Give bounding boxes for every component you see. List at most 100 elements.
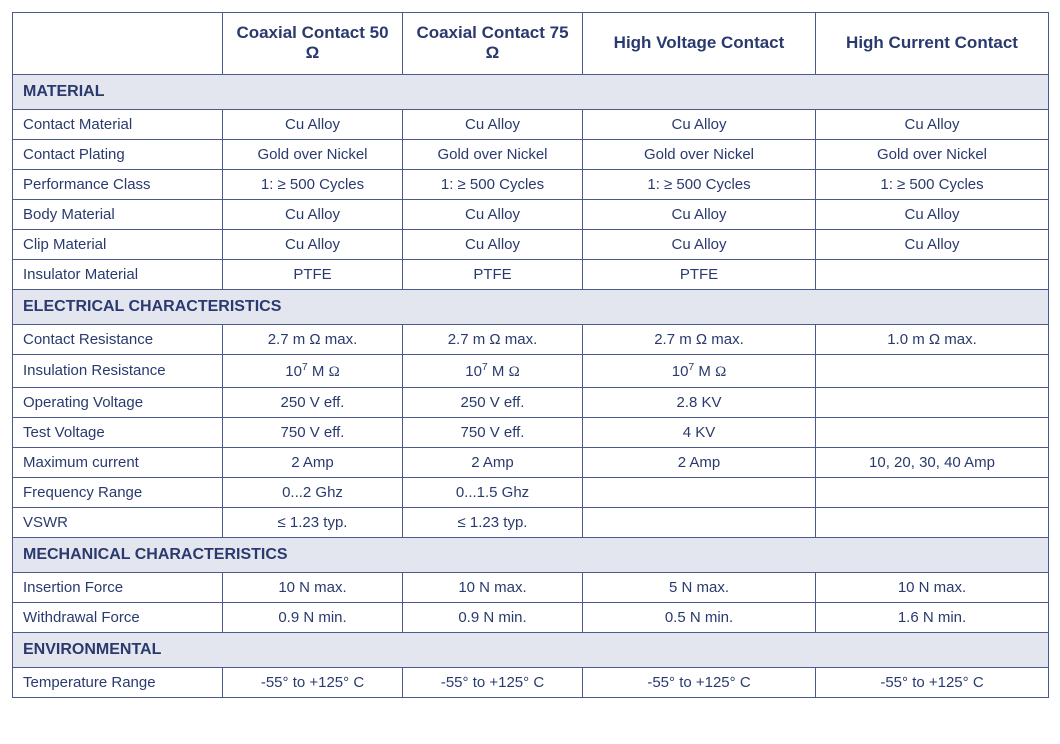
section-header: MATERIAL [13,74,1049,109]
cell-c4 [816,417,1049,447]
header-row: Coaxial Contact 50 Ω Coaxial Contact 75 … [13,13,1049,75]
table-row: Operating Voltage250 V eff.250 V eff.2.8… [13,387,1049,417]
row-label: Performance Class [13,169,223,199]
row-label: Contact Resistance [13,324,223,354]
section-title: ENVIRONMENTAL [13,632,1049,667]
table-row: Contact MaterialCu AlloyCu AlloyCu Alloy… [13,109,1049,139]
cell-c2: Cu Alloy [403,199,583,229]
cell-c4 [816,354,1049,387]
row-label: Contact Plating [13,139,223,169]
cell-c4 [816,507,1049,537]
table-row: Insulation Resistance107 M Ω107 M Ω107 M… [13,354,1049,387]
cell-c2: 250 V eff. [403,387,583,417]
row-label: Insertion Force [13,572,223,602]
cell-c2: 107 M Ω [403,354,583,387]
table-row: Contact Resistance2.7 m Ω max.2.7 m Ω ma… [13,324,1049,354]
cell-c2: 1: ≥ 500 Cycles [403,169,583,199]
cell-c1: 10 N max. [223,572,403,602]
header-blank [13,13,223,75]
cell-c3 [583,477,816,507]
cell-c1: 750 V eff. [223,417,403,447]
cell-c4 [816,387,1049,417]
table-row: Maximum current2 Amp2 Amp2 Amp10, 20, 30… [13,447,1049,477]
cell-c3: Cu Alloy [583,199,816,229]
cell-c1: 0.9 N min. [223,602,403,632]
row-label: Frequency Range [13,477,223,507]
cell-c3: PTFE [583,259,816,289]
cell-c2: ≤ 1.23 typ. [403,507,583,537]
cell-c2: PTFE [403,259,583,289]
cell-c4: 1.6 N min. [816,602,1049,632]
table-row: Body MaterialCu AlloyCu AlloyCu AlloyCu … [13,199,1049,229]
cell-c3: 0.5 N min. [583,602,816,632]
row-label: Maximum current [13,447,223,477]
row-label: Operating Voltage [13,387,223,417]
cell-c4 [816,477,1049,507]
cell-c1: 107 M Ω [223,354,403,387]
section-header: ELECTRICAL CHARACTERISTICS [13,289,1049,324]
row-label: Withdrawal Force [13,602,223,632]
row-label: Body Material [13,199,223,229]
section-header: ENVIRONMENTAL [13,632,1049,667]
cell-c4: Cu Alloy [816,109,1049,139]
cell-c3: 5 N max. [583,572,816,602]
cell-c3: 1: ≥ 500 Cycles [583,169,816,199]
cell-c1: Cu Alloy [223,109,403,139]
row-label: Temperature Range [13,667,223,697]
cell-c2: Gold over Nickel [403,139,583,169]
cell-c4: Cu Alloy [816,199,1049,229]
header-col2: Coaxial Contact 75 Ω [403,13,583,75]
cell-c2: 2.7 m Ω max. [403,324,583,354]
row-label: Insulator Material [13,259,223,289]
cell-c3 [583,507,816,537]
cell-c3: 2.7 m Ω max. [583,324,816,354]
section-header: MECHANICAL CHARACTERISTICS [13,537,1049,572]
cell-c3: 4 KV [583,417,816,447]
cell-c2: -55° to +125° C [403,667,583,697]
cell-c1: PTFE [223,259,403,289]
row-label: VSWR [13,507,223,537]
cell-c4: Gold over Nickel [816,139,1049,169]
section-title: ELECTRICAL CHARACTERISTICS [13,289,1049,324]
cell-c1: 2.7 m Ω max. [223,324,403,354]
cell-c4: 1.0 m Ω max. [816,324,1049,354]
cell-c2: Cu Alloy [403,229,583,259]
table-row: Clip MaterialCu AlloyCu AlloyCu AlloyCu … [13,229,1049,259]
cell-c4: 10 N max. [816,572,1049,602]
cell-c4: -55° to +125° C [816,667,1049,697]
cell-c4: 1: ≥ 500 Cycles [816,169,1049,199]
table-row: Temperature Range-55° to +125° C-55° to … [13,667,1049,697]
row-label: Contact Material [13,109,223,139]
table-row: Test Voltage750 V eff.750 V eff.4 KV [13,417,1049,447]
cell-c3: Cu Alloy [583,229,816,259]
cell-c4 [816,259,1049,289]
table-row: Performance Class1: ≥ 500 Cycles1: ≥ 500… [13,169,1049,199]
section-title: MATERIAL [13,74,1049,109]
header-col4: High Current Contact [816,13,1049,75]
cell-c2: 10 N max. [403,572,583,602]
row-label: Insulation Resistance [13,354,223,387]
table-row: Contact PlatingGold over NickelGold over… [13,139,1049,169]
cell-c4: Cu Alloy [816,229,1049,259]
row-label: Clip Material [13,229,223,259]
cell-c1: 0...2 Ghz [223,477,403,507]
section-title: MECHANICAL CHARACTERISTICS [13,537,1049,572]
cell-c1: 250 V eff. [223,387,403,417]
table-row: Frequency Range0...2 Ghz0...1.5 Ghz [13,477,1049,507]
cell-c2: 0...1.5 Ghz [403,477,583,507]
cell-c4: 10, 20, 30, 40 Amp [816,447,1049,477]
row-label: Test Voltage [13,417,223,447]
cell-c3: -55° to +125° C [583,667,816,697]
cell-c2: Cu Alloy [403,109,583,139]
cell-c3: 2.8 KV [583,387,816,417]
cell-c1: -55° to +125° C [223,667,403,697]
cell-c1: ≤ 1.23 typ. [223,507,403,537]
cell-c2: 0.9 N min. [403,602,583,632]
table-row: VSWR≤ 1.23 typ.≤ 1.23 typ. [13,507,1049,537]
spec-table: Coaxial Contact 50 Ω Coaxial Contact 75 … [12,12,1049,698]
cell-c1: Cu Alloy [223,199,403,229]
cell-c1: Gold over Nickel [223,139,403,169]
table-row: Insertion Force10 N max.10 N max.5 N max… [13,572,1049,602]
cell-c3: Cu Alloy [583,109,816,139]
cell-c1: Cu Alloy [223,229,403,259]
